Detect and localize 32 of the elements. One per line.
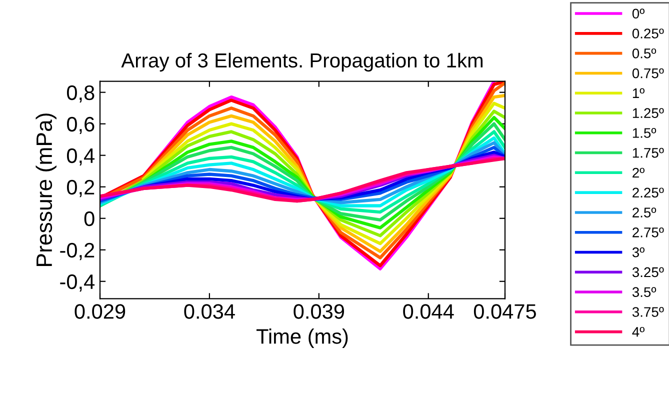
y-tick-label: 0,6 — [66, 116, 94, 134]
y-tick-label: 0,2 — [66, 180, 94, 198]
legend-label: 0.75º — [632, 68, 664, 78]
legend-label: 4º — [632, 326, 645, 337]
legend-label: 2.5º — [632, 208, 656, 218]
y-tick-label: -0,4 — [60, 274, 95, 292]
y-tick-label: 0,8 — [66, 85, 94, 103]
x-axis-title: Time (ms) — [256, 328, 348, 348]
legend-label: 0º — [632, 8, 645, 19]
x-tick-label: 0.0475 — [474, 304, 536, 319]
legend-label: 0.5º — [632, 48, 656, 58]
legend-label: 1º — [632, 88, 645, 98]
legend-label: 3º — [632, 247, 645, 258]
x-tick-label: 0.039 — [294, 304, 344, 319]
legend-label: 3.5º — [632, 287, 656, 298]
y-tick-label: -0,2 — [60, 242, 94, 260]
legend-label: 1.75º — [632, 148, 664, 158]
x-tick-label: 0.034 — [184, 304, 235, 319]
chart-title: Array of 3 Elements. Propagation to 1km — [121, 52, 483, 72]
legend-label: 3.75º — [632, 307, 664, 317]
legend-label: 2.75º — [632, 227, 664, 238]
y-axis-title: Pressure (mPa) — [36, 114, 56, 266]
legend-label: 2º — [632, 168, 645, 178]
y-tick-label: 0 — [84, 211, 94, 226]
legend-label: 3.25º — [632, 267, 664, 278]
x-tick-label: 0.044 — [403, 304, 454, 319]
legend-label: 1.5º — [632, 128, 656, 138]
legend-label: 2.25º — [632, 188, 664, 198]
y-tick-label: 0,4 — [66, 148, 95, 166]
legend-label: 1.25º — [632, 108, 664, 118]
x-tick-label: 0.029 — [74, 304, 126, 319]
legend-label: 0.25º — [632, 28, 664, 38]
